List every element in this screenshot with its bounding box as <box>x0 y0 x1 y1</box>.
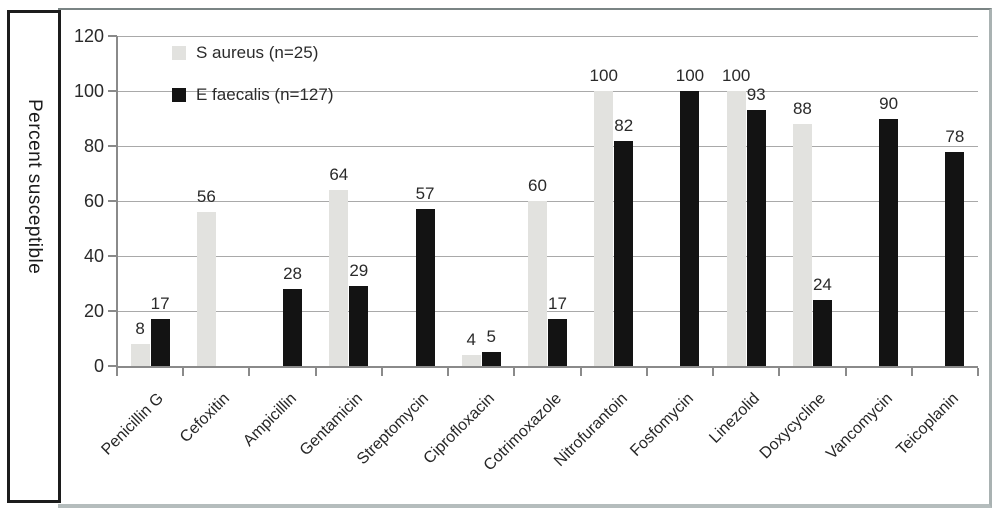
y-tick-label-100: 100 <box>73 81 104 101</box>
bar-value-e-faecalis-n-127-fosfomycin: 100 <box>675 66 705 85</box>
x-category-label-nitrofurantoin: Nitrofurantoin <box>550 390 631 470</box>
bar-value-e-faecalis-n-127-streptomycin: 57 <box>415 184 435 204</box>
legend-label-e-faecalis: E faecalis (n=127) <box>196 85 334 104</box>
bar-e-faecalis-n-127-teicoplanin <box>945 151 965 366</box>
bar-value-e-faecalis-n-127-vancomycin: 90 <box>879 93 899 113</box>
x-category-label-vancomycin: Vancomycin <box>822 390 896 463</box>
x-category-label-ampicillin: Ampicillin <box>239 390 300 450</box>
bar-s-aureus-n-25-linezolid <box>726 91 746 366</box>
x-tick-3 <box>314 368 317 376</box>
x-category-label-cotrimoxazole: Cotrimoxazole <box>480 390 565 475</box>
bar-value-s-aureus-n-25-cefoxitin: 56 <box>196 187 216 206</box>
bar-e-faecalis-n-127-streptomycin <box>415 209 435 366</box>
x-tick-5 <box>447 368 450 376</box>
x-tick-0 <box>116 368 118 376</box>
bar-e-faecalis-n-127-nitrofurantoin <box>614 140 634 366</box>
y-tick-label-40: 40 <box>83 246 104 266</box>
legend-item-s-aureus: S aureus (n=25) <box>172 40 334 66</box>
x-category-label-linezolid: Linezolid <box>706 390 764 447</box>
bar-s-aureus-n-25-cotrimoxazole <box>528 201 547 366</box>
bar-e-faecalis-n-127-vancomycin <box>879 118 899 366</box>
gridline-80 <box>117 145 978 147</box>
bar-value-s-aureus-n-25-gentamicin: 64 <box>329 165 349 184</box>
x-tick-12 <box>910 368 913 376</box>
y-tick-100 <box>108 90 117 92</box>
bar-value-s-aureus-n-25-cotrimoxazole: 60 <box>528 176 547 195</box>
x-tick-2 <box>248 368 251 376</box>
legend-item-e-faecalis: E faecalis (n=127) <box>172 82 334 108</box>
y-tick-label-80: 80 <box>83 136 104 156</box>
legend: S aureus (n=25) E faecalis (n=127) <box>172 40 334 124</box>
x-tick-11 <box>844 368 847 376</box>
bar-value-e-faecalis-n-127-nitrofurantoin: 82 <box>614 115 634 135</box>
x-category-label-cefoxitin: Cefoxitin <box>177 390 234 447</box>
bar-e-faecalis-n-127-gentamicin <box>349 286 369 366</box>
bar-value-e-faecalis-n-127-cotrimoxazole: 17 <box>548 294 567 314</box>
bar-e-faecalis-n-127-cotrimoxazole <box>548 319 567 366</box>
y-axis-label-box: Percent susceptible <box>7 10 61 503</box>
bar-value-e-faecalis-n-127-ampicillin: 28 <box>283 264 303 283</box>
x-category-label-fosfomycin: Fosfomycin <box>627 390 697 460</box>
bar-e-faecalis-n-127-linezolid <box>746 110 766 366</box>
y-tick-label-0: 0 <box>93 356 104 376</box>
y-tick-80 <box>108 145 117 147</box>
bar-e-faecalis-n-127-fosfomycin <box>680 91 700 366</box>
bar-value-e-faecalis-n-127-gentamicin: 29 <box>349 261 369 281</box>
y-axis-line <box>116 36 118 366</box>
bar-value-e-faecalis-n-127-ciprofloxacin: 5 <box>486 327 496 347</box>
y-tick-120 <box>108 35 117 37</box>
bar-value-s-aureus-n-25-penicillin-g: 8 <box>135 319 145 338</box>
x-tick-13 <box>977 368 979 376</box>
bar-s-aureus-n-25-penicillin-g <box>130 344 150 366</box>
x-tick-6 <box>513 368 516 376</box>
y-tick-60 <box>108 200 117 202</box>
bar-s-aureus-n-25-cefoxitin <box>196 212 216 366</box>
y-axis-label: Percent susceptible <box>24 99 45 275</box>
bar-s-aureus-n-25-ciprofloxacin <box>461 355 481 366</box>
gridline-40 <box>117 255 978 257</box>
x-tick-8 <box>645 368 648 376</box>
x-category-label-ciprofloxacin: Ciprofloxacin <box>420 390 499 468</box>
x-axis-line <box>116 366 978 368</box>
bar-s-aureus-n-25-gentamicin <box>329 190 349 366</box>
y-tick-0 <box>108 365 117 367</box>
x-tick-9 <box>712 368 715 376</box>
bar-e-faecalis-n-127-penicillin-g <box>150 319 170 366</box>
gridline-20 <box>117 310 978 312</box>
legend-label-s-aureus: S aureus (n=25) <box>196 43 319 62</box>
bar-value-s-aureus-n-25-doxycycline: 88 <box>792 99 812 118</box>
legend-swatch-e-faecalis <box>172 88 186 102</box>
bar-value-e-faecalis-n-127-penicillin-g: 17 <box>150 294 170 314</box>
x-category-label-doxycycline: Doxycycline <box>757 390 830 463</box>
y-tick-20 <box>108 310 117 312</box>
bar-value-e-faecalis-n-127-doxycycline: 24 <box>812 275 832 294</box>
y-tick-label-120: 120 <box>73 26 104 46</box>
legend-swatch-s-aureus <box>172 46 186 60</box>
x-category-label-streptomycin: Streptomycin <box>354 390 433 469</box>
gridline-60 <box>117 200 978 202</box>
bar-s-aureus-n-25-nitrofurantoin <box>594 91 614 366</box>
x-category-label-gentamicin: Gentamicin <box>296 390 366 460</box>
bar-s-aureus-n-25-doxycycline <box>792 124 812 366</box>
bar-e-faecalis-n-127-doxycycline <box>812 300 832 366</box>
x-category-label-teicoplanin: Teicoplanin <box>893 390 962 459</box>
bar-value-s-aureus-n-25-linezolid: 100 <box>722 66 751 85</box>
x-tick-7 <box>579 368 582 376</box>
bar-e-faecalis-n-127-ciprofloxacin <box>481 352 501 366</box>
bar-value-s-aureus-n-25-nitrofurantoin: 100 <box>589 66 618 85</box>
bar-value-s-aureus-n-25-ciprofloxacin: 4 <box>466 330 476 349</box>
x-tick-4 <box>380 368 383 376</box>
y-tick-label-20: 20 <box>83 301 104 321</box>
x-tick-1 <box>182 368 185 376</box>
x-tick-10 <box>778 368 781 376</box>
bar-value-e-faecalis-n-127-teicoplanin: 78 <box>945 126 965 146</box>
gridline-100 <box>117 90 978 92</box>
y-tick-label-60: 60 <box>83 191 104 211</box>
bar-e-faecalis-n-127-ampicillin <box>283 289 303 366</box>
gridline-120 <box>117 35 978 37</box>
y-tick-40 <box>108 255 117 257</box>
bar-value-e-faecalis-n-127-linezolid: 93 <box>746 85 766 105</box>
